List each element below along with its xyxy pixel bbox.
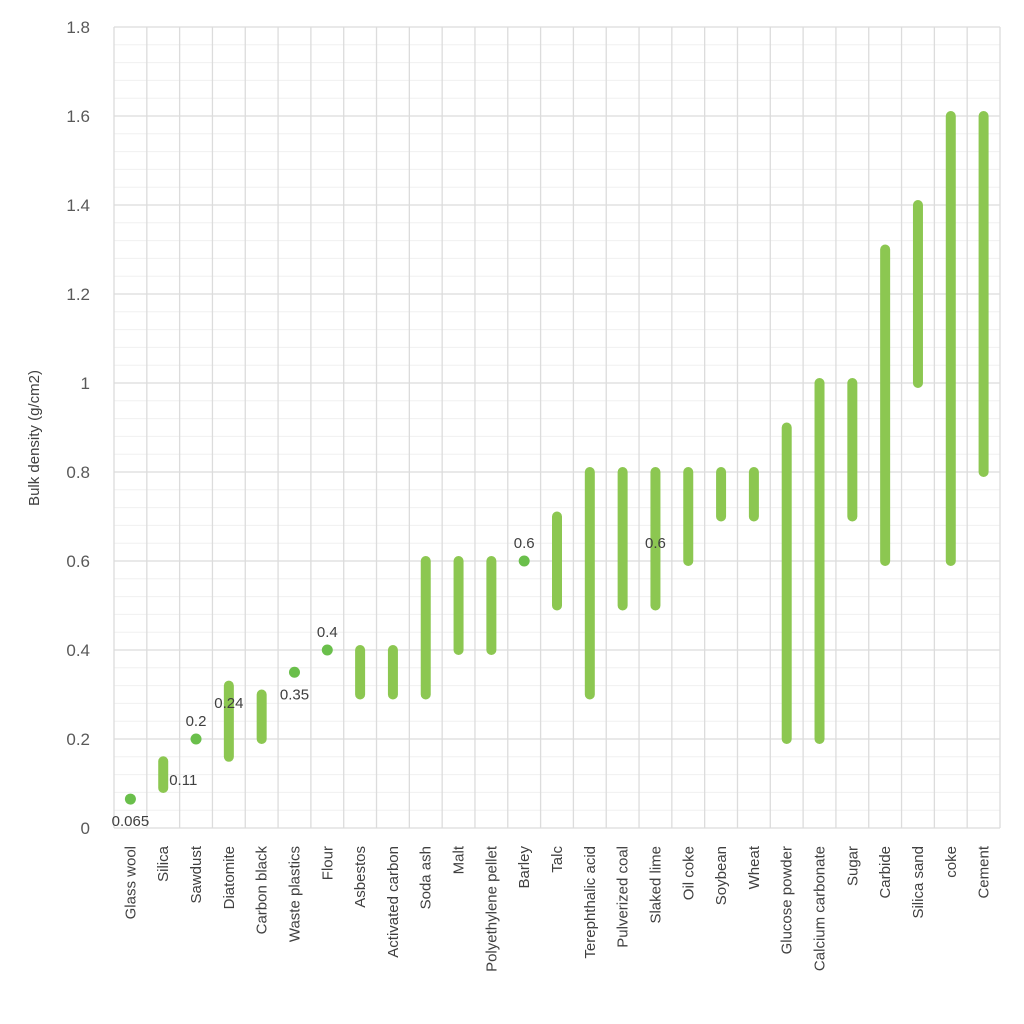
x-category-label: Carbon black (254, 846, 271, 935)
x-category-label: Soda ash (418, 846, 435, 909)
x-category-label: Oil coke (680, 846, 697, 900)
x-category-label: Sawdust (188, 845, 205, 903)
y-tick-label: 1.2 (66, 285, 90, 304)
x-category-label: Malt (451, 845, 468, 874)
x-category-label: Glass wool (122, 846, 139, 919)
x-category-label: Flour (319, 846, 336, 880)
x-category-label: Silica sand (910, 846, 927, 919)
data-label: 0.11 (169, 772, 197, 789)
x-category-label: Silica (155, 845, 172, 882)
y-tick-label: 0 (81, 819, 90, 838)
x-category-label: Wheat (746, 845, 763, 889)
y-tick-label: 0.8 (66, 463, 90, 482)
grid (113, 26, 1001, 829)
data-marks (124, 111, 989, 805)
x-category-label: Terephthalic acid (582, 846, 599, 959)
y-tick-label: 0.4 (66, 641, 90, 660)
x-category-label: Activated carbon (385, 846, 402, 958)
x-category-label: Sugar (844, 846, 861, 886)
x-category-label: Slaked lime (647, 846, 664, 924)
x-category-label: Cement (976, 845, 993, 898)
data-point-barley (518, 555, 530, 567)
data-label: 0.35 (280, 686, 309, 703)
data-label: 0.4 (317, 624, 338, 641)
y-tick-label: 1.6 (66, 107, 90, 126)
data-label: 0.6 (645, 535, 666, 552)
y-axis-ticks: 0 0.2 0.4 0.6 0.8 1 1.2 1.4 1.6 1.8 (66, 18, 90, 838)
data-label: 0.065 (112, 813, 150, 830)
x-category-label: coke (943, 846, 960, 878)
x-category-label: Barley (516, 846, 533, 889)
data-point-waste-plastics (288, 666, 300, 678)
y-tick-label: 1.4 (66, 196, 90, 215)
y-tick-label: 0.6 (66, 552, 90, 571)
x-category-label: Glucose powder (779, 846, 796, 954)
data-point-glass-wool (124, 793, 136, 805)
x-category-label: Diatomite (221, 846, 238, 909)
data-label: 0.2 (186, 713, 207, 730)
x-category-label: Talc (549, 846, 566, 873)
x-category-label: Carbide (877, 846, 894, 899)
data-point-flour (321, 644, 333, 656)
x-category-label: Calcium carbonate (812, 846, 829, 971)
x-axis-categories: Glass wool Silica Sawdust Diatomite Carbon b… (122, 845, 992, 972)
data-label: 0.24 (214, 695, 243, 712)
y-axis-label: Bulk density (g/cm2) (26, 370, 43, 506)
y-tick-label: 1.8 (66, 18, 90, 37)
x-category-label: Pulverized coal (615, 846, 632, 948)
x-category-label: Soybean (713, 846, 730, 905)
y-tick-label: 0.2 (66, 730, 90, 749)
x-category-label: Asbestos (352, 846, 369, 908)
data-labels: 0.065 0.11 0.2 0.24 0.35 0.4 0.6 0.6 (112, 535, 666, 830)
x-category-label: Polyethylene pellet (483, 845, 500, 972)
x-category-label: Waste plastics (286, 846, 303, 942)
data-point-sawdust (190, 733, 202, 745)
y-tick-label: 1 (81, 374, 90, 393)
data-label: 0.6 (514, 535, 535, 552)
